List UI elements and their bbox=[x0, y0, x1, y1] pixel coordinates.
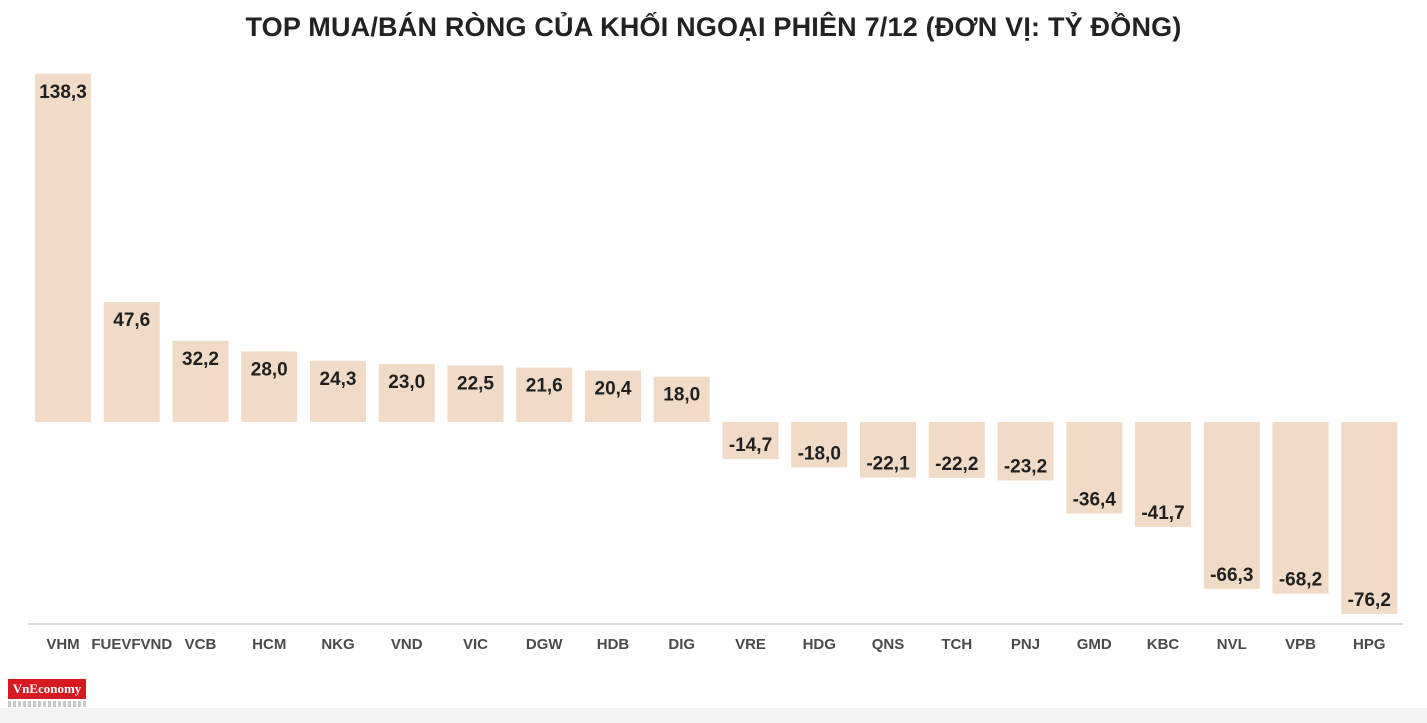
bar-vre bbox=[722, 422, 779, 460]
bar-fuevfvnd bbox=[103, 302, 160, 422]
value-label-dgw: 21,6 bbox=[526, 376, 563, 397]
chart-title: TOP MUA/BÁN RÒNG CỦA KHỐI NGOẠI PHIÊN 7/… bbox=[245, 12, 1182, 42]
bar-vcb bbox=[172, 340, 229, 422]
x-tick-hcm: HCM bbox=[252, 636, 286, 653]
value-label-vpb: -68,2 bbox=[1279, 570, 1322, 591]
x-tick-vpb: VPB bbox=[1285, 636, 1316, 653]
value-label-nkg: 24,3 bbox=[320, 369, 357, 390]
value-label-pnj: -23,2 bbox=[1004, 456, 1047, 477]
value-label-gmd: -36,4 bbox=[1073, 490, 1117, 511]
bar-dig bbox=[653, 376, 710, 422]
bar-hdg bbox=[791, 422, 848, 468]
x-tick-vnd: VND bbox=[391, 636, 423, 653]
x-tick-hdb: HDB bbox=[597, 636, 630, 653]
logo-tagline-strip bbox=[8, 701, 86, 707]
bar-nkg bbox=[310, 360, 366, 422]
x-tick-hpg: HPG bbox=[1353, 636, 1386, 653]
value-label-hcm: 28,0 bbox=[251, 359, 288, 380]
value-label-dig: 18,0 bbox=[663, 385, 700, 406]
bottom-strip bbox=[0, 708, 1427, 723]
x-tick-labels-layer: VHM FUEVFVND VCB HCM NKG VND VIC DGW HDB DIG VRE HD… bbox=[46, 636, 1385, 653]
value-label-vnd: 23,0 bbox=[388, 372, 425, 393]
x-tick-hdg: HDG bbox=[803, 636, 836, 653]
value-label-vic: 22,5 bbox=[457, 373, 494, 394]
x-tick-dgw: DGW bbox=[526, 636, 564, 653]
x-tick-gmd: GMD bbox=[1077, 636, 1112, 653]
bar-kbc bbox=[1135, 422, 1191, 528]
value-label-fuevfvnd: 47,6 bbox=[113, 310, 150, 331]
x-tick-pnj: PNJ bbox=[1011, 636, 1040, 653]
bar-vhm bbox=[35, 73, 91, 423]
bar-nvl bbox=[1203, 422, 1260, 589]
x-tick-nkg: NKG bbox=[321, 636, 354, 653]
value-label-vcb: 32,2 bbox=[182, 349, 219, 370]
value-label-vre: -14,7 bbox=[729, 435, 772, 456]
x-tick-fuevfvnd: FUEVFVND bbox=[91, 636, 172, 653]
value-label-nvl: -66,3 bbox=[1210, 565, 1253, 586]
bar-hcm bbox=[241, 351, 298, 422]
value-label-tch: -22,2 bbox=[935, 454, 978, 475]
bars-layer bbox=[35, 73, 1398, 614]
value-label-hdg: -18,0 bbox=[798, 443, 841, 464]
x-tick-vcb: VCB bbox=[185, 636, 217, 653]
vneconomy-logo: VnEconomy bbox=[8, 679, 86, 699]
bar-qns bbox=[860, 422, 916, 478]
value-label-vhm: 138,3 bbox=[39, 82, 87, 103]
bar-vnd bbox=[378, 364, 435, 422]
x-tick-dig: DIG bbox=[668, 636, 695, 653]
bar-hpg bbox=[1341, 422, 1398, 614]
value-label-kbc: -41,7 bbox=[1141, 503, 1184, 524]
x-tick-vre: VRE bbox=[735, 636, 766, 653]
value-label-qns: -22,1 bbox=[866, 454, 910, 475]
x-tick-vhm: VHM bbox=[46, 636, 79, 653]
value-labels-layer: 138,3 47,6 32,2 28,0 24,3 23,0 22,5 21,6 20,4 18,… bbox=[39, 82, 1391, 611]
bar-dgw bbox=[516, 367, 573, 422]
bar-hdb bbox=[585, 370, 641, 422]
x-tick-vic: VIC bbox=[463, 636, 488, 653]
value-label-hpg: -76,2 bbox=[1348, 590, 1391, 611]
x-tick-kbc: KBC bbox=[1147, 636, 1180, 653]
bar-gmd bbox=[1066, 422, 1123, 514]
bar-vic bbox=[447, 365, 504, 422]
x-tick-tch: TCH bbox=[941, 636, 972, 653]
bar-pnj bbox=[997, 422, 1054, 481]
x-tick-qns: QNS bbox=[872, 636, 905, 653]
bar-tch bbox=[928, 422, 985, 478]
x-tick-nvl: NVL bbox=[1217, 636, 1247, 653]
bar-vpb bbox=[1272, 422, 1329, 594]
value-label-hdb: 20,4 bbox=[595, 379, 632, 400]
